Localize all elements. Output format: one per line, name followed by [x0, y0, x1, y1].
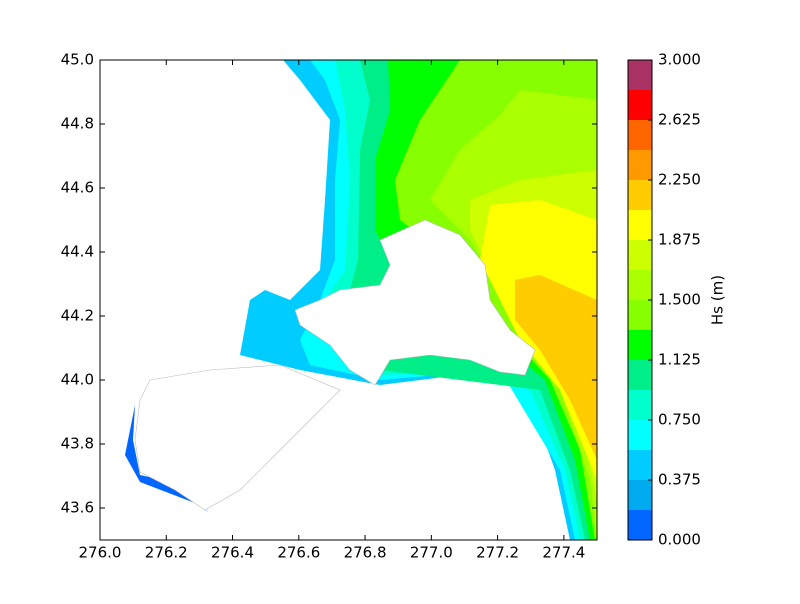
colorbar-tick-label: 1.875 [658, 231, 701, 249]
x-tick-label: 276.2 [145, 544, 188, 562]
y-tick-label: 44.6 [61, 179, 94, 197]
colorbar-band [628, 300, 652, 330]
colorbar-tick-label: 1.500 [658, 291, 701, 309]
colorbar-band [628, 180, 652, 210]
colorbar-band [628, 360, 652, 390]
colorbar-label: Hs (m) [709, 275, 727, 325]
y-tick-label: 45.0 [61, 51, 94, 69]
colorbar-band [628, 60, 652, 90]
colorbar-tick-label: 0.000 [658, 531, 701, 549]
y-tick-label: 44.0 [61, 371, 94, 389]
colorbar-band [628, 150, 652, 180]
colorbar-tick-label: 3.000 [658, 51, 701, 69]
colorbar-tick-label: 2.625 [658, 111, 701, 129]
colorbar-band [628, 90, 652, 120]
colorbar-band [628, 330, 652, 360]
colorbar-tick-label: 0.750 [658, 411, 701, 429]
plot-frame [99, 59, 598, 541]
x-tick-label: 277.4 [542, 544, 585, 562]
x-tick-label: 276.0 [79, 544, 122, 562]
colorbar-band [628, 270, 652, 300]
colorbar-band [628, 120, 652, 150]
y-tick-label: 43.6 [61, 499, 94, 517]
contour-region [515, 275, 597, 460]
y-tick-label: 44.2 [61, 307, 94, 325]
colorbar [628, 60, 652, 540]
lake-mesh [134, 364, 341, 511]
colorbar-band [628, 450, 652, 480]
x-tick-label: 277.2 [476, 544, 519, 562]
contour-field [125, 60, 597, 540]
colorbar-band [628, 420, 652, 450]
x-tick-label: 276.8 [344, 544, 387, 562]
y-tick-label: 44.8 [61, 115, 94, 133]
colorbar-tick-label: 2.250 [658, 171, 701, 189]
island-mesh [294, 219, 536, 386]
colorbar-band [628, 510, 652, 540]
colorbar-band [628, 240, 652, 270]
x-tick-label: 276.4 [211, 544, 254, 562]
x-tick-label: 277.0 [410, 544, 453, 562]
colorbar-band [628, 480, 652, 510]
x-tick-label: 276.6 [277, 544, 320, 562]
colorbar-band [628, 390, 652, 420]
y-tick-label: 44.4 [61, 243, 94, 261]
colorbar-tick-label: 1.125 [658, 351, 701, 369]
y-tick-label: 43.8 [61, 435, 94, 453]
colorbar-band [628, 210, 652, 240]
colorbar-tick-label: 0.375 [658, 471, 701, 489]
contour-region [125, 405, 208, 512]
